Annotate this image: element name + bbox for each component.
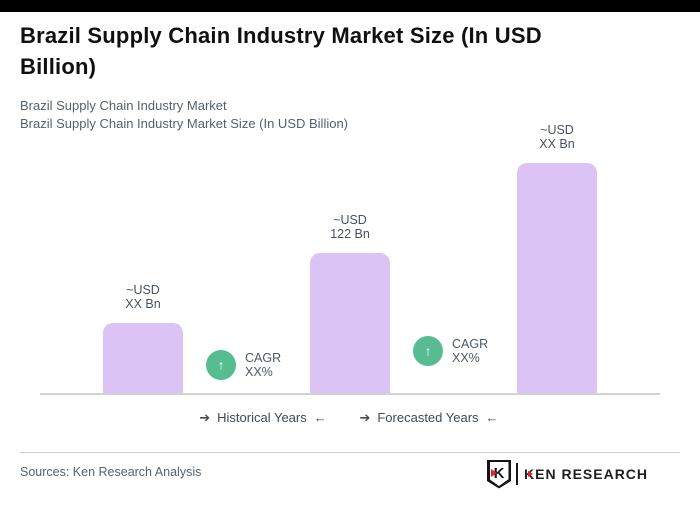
bar-label-2-line2: 122 Bn [330,227,370,241]
cagr-label: CAGR [245,350,282,365]
cagr-annotation-2: ↑ CAGR XX% [413,336,488,366]
right-arrow-icon: ➔ [359,410,371,425]
page-title: Brazil Supply Chain Industry Market Size… [20,20,542,82]
footer-divider [20,452,680,453]
ken-research-badge-icon: K [487,459,511,489]
growth-up-arrow-icon: ↑ [413,336,443,366]
left-arrow-icon: ← [485,410,499,425]
cagr-label: CAGR [452,336,489,351]
ken-research-wordmark: KEN RESEARCH [524,466,649,482]
bar-label-1-line2: XX Bn [125,297,161,311]
caption-historical-years: ➔ Historical Years ← [163,410,363,426]
cagr-annotation-1-text: CAGR XX% [245,351,281,380]
bar-label-3-line1: ~USD [540,123,574,137]
logo-separator [516,463,518,485]
page-title-line1: Brazil Supply Chain Industry Market Size… [20,23,542,48]
growth-up-arrow-icon: ↑ [206,350,236,380]
cagr-value: XX% [452,351,480,365]
chart-subtitle-line1: Brazil Supply Chain Industry Market [20,98,227,113]
chart-subtitle: Brazil Supply Chain Industry Market Braz… [20,97,348,132]
bar-label-3-line2: XX Bn [539,137,575,151]
caption-forecasted-years-label: Forecasted Years [377,410,479,425]
bar-label-2-line1: ~USD [333,213,367,227]
ken-research-logo: K KEN RESEARCH [487,459,648,489]
x-axis-line [40,393,660,395]
cagr-annotation-2-text: CAGR XX% [452,337,488,366]
bar-label-3: ~USD XX Bn [497,123,617,151]
cagr-value: XX% [245,365,273,379]
right-arrow-icon: ➔ [199,410,211,425]
page-title-line2: Billion) [20,54,97,79]
red-triangle-icon [491,468,497,477]
bar-current-year [310,253,390,394]
left-arrow-icon: ← [313,410,327,425]
chart-subtitle-line2: Brazil Supply Chain Industry Market Size… [20,115,349,131]
caption-historical-years-label: Historical Years [217,410,307,425]
bar-historical-start [103,323,183,394]
bar-label-1-line1: ~USD [126,283,160,297]
bar-label-1: ~USD XX Bn [83,283,203,311]
bar-forecast-end [517,163,597,394]
cagr-annotation-1: ↑ CAGR XX% [206,350,281,380]
caption-forecasted-years: ➔ Forecasted Years ← [329,410,529,426]
bar-label-2: ~USD 122 Bn [290,213,410,241]
sources-note: Sources: Ken Research Analysis [20,465,202,479]
top-accent-bar [0,0,700,12]
